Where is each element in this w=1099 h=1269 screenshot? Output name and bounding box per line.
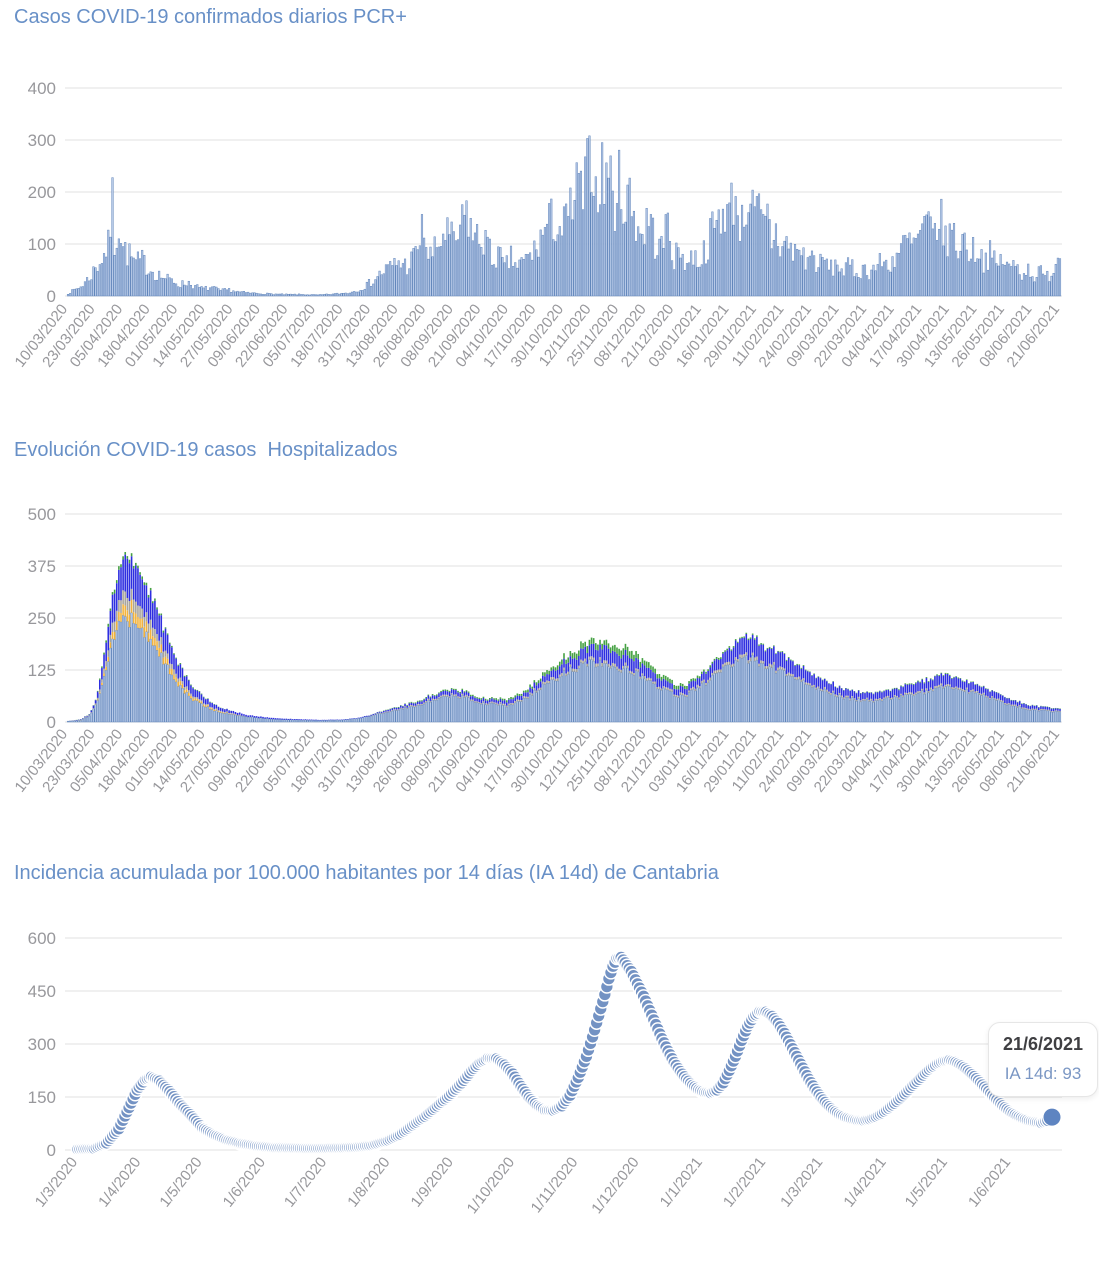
tooltip-value-label: IA 14d: 93 (1004, 1064, 1082, 1083)
chart-ia14d-title: Incidencia acumulada por 100.000 habitan… (14, 862, 719, 884)
svg-text:300: 300 (28, 131, 56, 150)
tooltip-date-label: 21/6/2021 (1002, 1034, 1084, 1054)
svg-text:600: 600 (28, 929, 56, 948)
svg-text:1/9/2020: 1/9/2020 (408, 1154, 457, 1210)
svg-text:1/5/2020: 1/5/2020 (156, 1154, 205, 1210)
chart-ia14d-plot[interactable]: 0 150 300 450 600 1/3/2020 1/4/2020 1/5/2020 1/6… (0, 925, 1099, 1269)
svg-text:500: 500 (28, 505, 56, 524)
svg-text:0: 0 (47, 713, 56, 732)
svg-text:150: 150 (28, 1088, 56, 1107)
svg-text:250: 250 (28, 609, 56, 628)
chart-pcr-plot[interactable]: 010020030040010/03/202023/03/202005/04/2… (0, 75, 1099, 425)
svg-text:1/10/2020: 1/10/2020 (464, 1154, 518, 1217)
svg-text:450: 450 (28, 982, 56, 1001)
svg-text:1/1/2021: 1/1/2021 (657, 1154, 706, 1210)
svg-text:300: 300 (28, 1035, 56, 1054)
svg-text:1/3/2020: 1/3/2020 (32, 1154, 81, 1210)
chart-hospitalizados-plot[interactable]: 012525037550010/03/202023/03/202005/04/2… (0, 500, 1099, 845)
chart-pcr-title: Casos COVID-19 confirmados diarios PCR+ (14, 6, 407, 28)
svg-text:100: 100 (28, 235, 56, 254)
svg-text:200: 200 (28, 183, 56, 202)
svg-text:125: 125 (28, 661, 56, 680)
chart-hospitalizados-title: Evolución COVID-19 casos Hospitalizados (14, 439, 398, 461)
svg-text:0: 0 (47, 1141, 56, 1160)
svg-text:375: 375 (28, 557, 56, 576)
svg-text:1/6/2020: 1/6/2020 (220, 1154, 269, 1210)
svg-text:1/5/2021: 1/5/2021 (902, 1154, 951, 1210)
svg-text:1/4/2020: 1/4/2020 (95, 1154, 144, 1210)
svg-text:1/7/2020: 1/7/2020 (281, 1154, 330, 1210)
svg-text:1/4/2021: 1/4/2021 (840, 1154, 889, 1210)
svg-text:0: 0 (47, 287, 56, 306)
svg-text:1/3/2021: 1/3/2021 (777, 1154, 826, 1210)
svg-text:1/12/2020: 1/12/2020 (588, 1154, 642, 1217)
svg-text:1/2/2021: 1/2/2021 (720, 1154, 769, 1210)
ia14d-tooltip: 21/6/2021 IA 14d: 93 (988, 1022, 1098, 1097)
svg-text:400: 400 (28, 79, 56, 98)
svg-text:1/11/2020: 1/11/2020 (528, 1154, 582, 1216)
svg-text:1/8/2020: 1/8/2020 (344, 1154, 393, 1210)
svg-text:1/6/2021: 1/6/2021 (965, 1154, 1014, 1210)
